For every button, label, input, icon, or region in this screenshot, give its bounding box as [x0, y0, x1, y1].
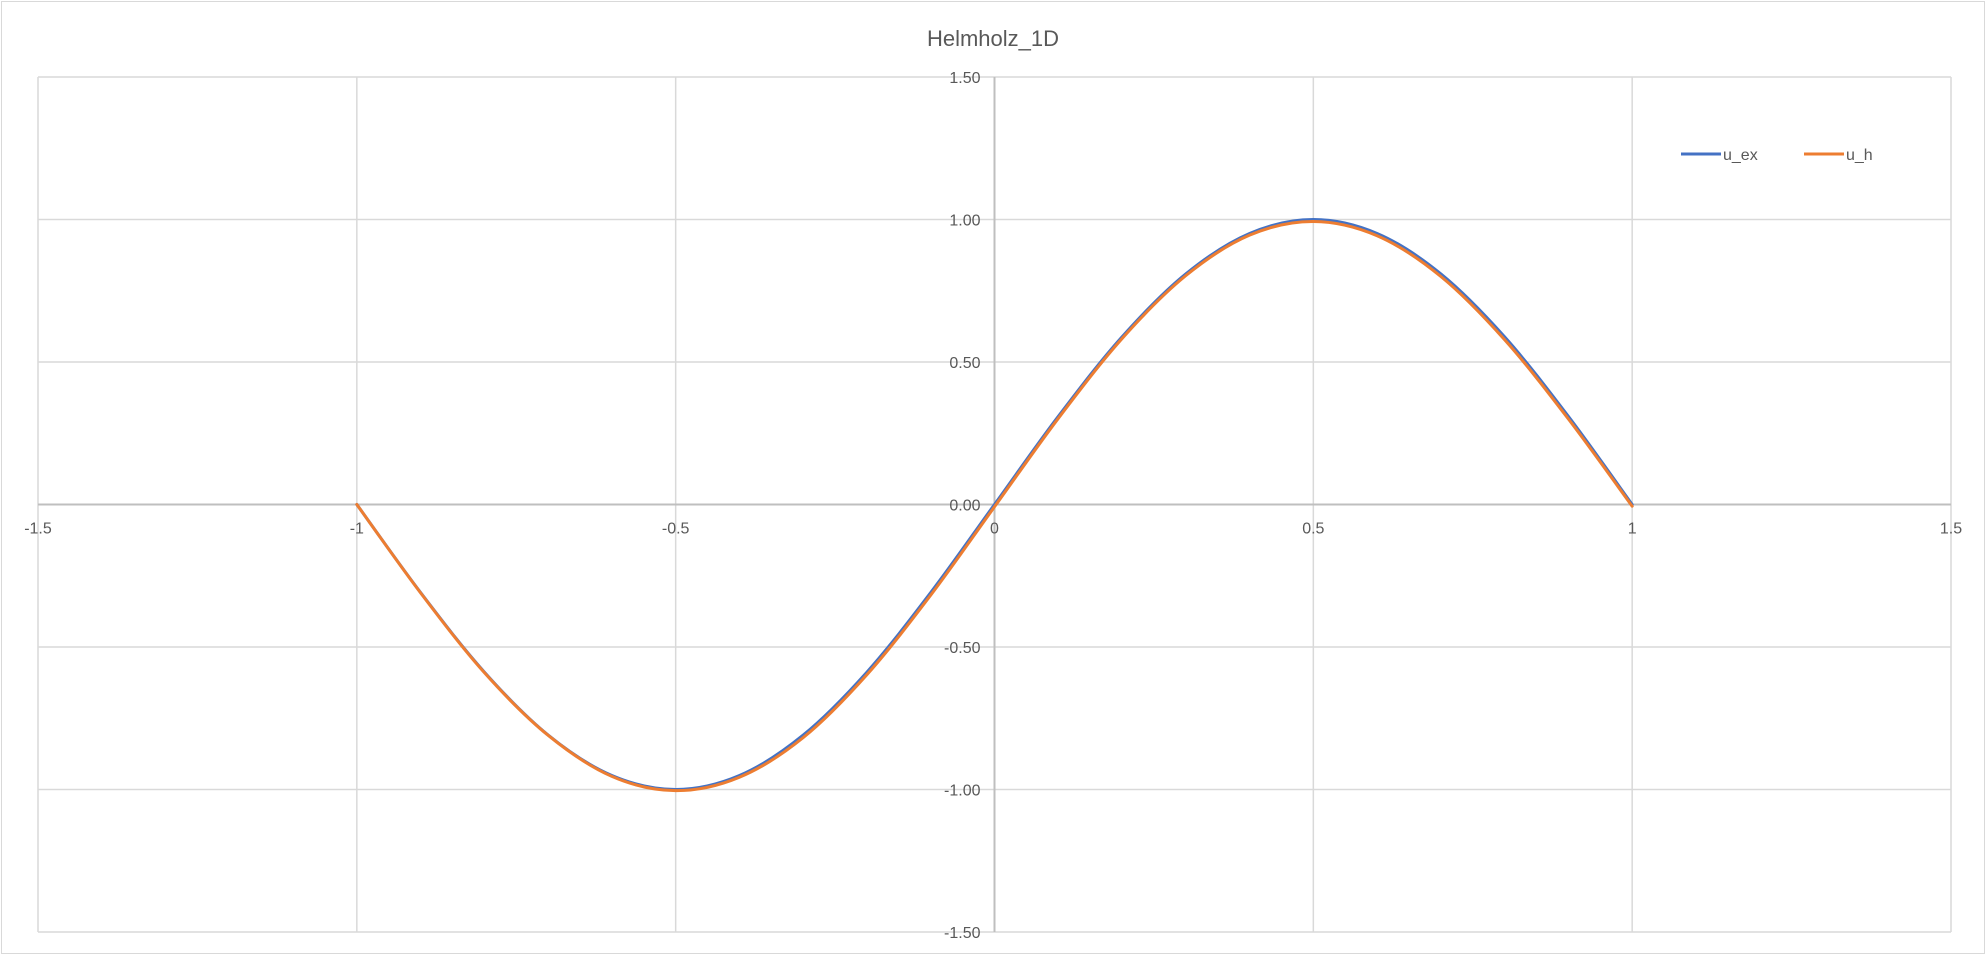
- x-tick-label: 0.5: [1302, 521, 1324, 538]
- x-tick-labels: -1.5 -1 -0.5 0 0.5 1 1.5: [24, 521, 1962, 538]
- y-tick-label: 1.50: [949, 70, 980, 87]
- y-tick-label: 0.50: [949, 355, 980, 372]
- x-tick-label: 0: [990, 521, 999, 538]
- y-tick-label: -1.00: [944, 783, 981, 800]
- x-tick-label: -1.5: [24, 521, 52, 538]
- x-tick-label: -0.5: [662, 521, 690, 538]
- legend: u_ex u_h: [1681, 147, 1873, 164]
- y-tick-label: 1.00: [949, 213, 980, 230]
- y-tick-label: -0.50: [944, 640, 981, 657]
- x-tick-label: -1: [350, 521, 364, 538]
- legend-label: u_ex: [1723, 147, 1758, 164]
- series-line-u-h: [355, 219, 1634, 793]
- series-lines: [355, 218, 1634, 793]
- x-tick-label: 1.5: [1940, 521, 1962, 538]
- legend-label: u_h: [1846, 147, 1873, 164]
- x-tick-label: 1: [1628, 521, 1637, 538]
- y-tick-labels: 1.50 1.00 0.50 0.00 -0.50 -1.00 -1.50: [944, 70, 981, 942]
- chart-title: Helmholz_1D: [926, 26, 1060, 51]
- y-tick-label: -1.50: [944, 925, 981, 942]
- y-tick-label: 0.00: [949, 498, 980, 515]
